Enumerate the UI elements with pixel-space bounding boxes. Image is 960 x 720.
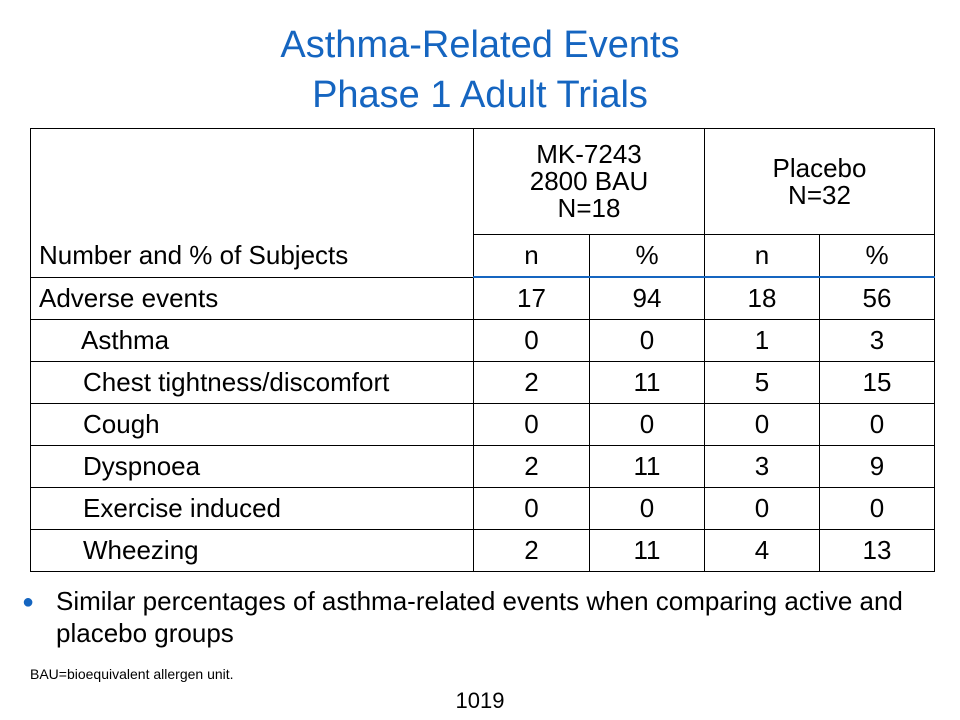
row-header-label: Number and % of Subjects: [39, 239, 349, 270]
cell-value: 0: [473, 319, 590, 362]
cell-value: 0: [704, 403, 820, 446]
cell-value: 0: [589, 319, 705, 362]
group-active-line1: MK-7243: [536, 139, 642, 169]
cell-value: 4: [704, 529, 820, 572]
subheader-cell: %: [589, 234, 705, 278]
table-row: Chest tightness/discomfort 2 11 5 15: [30, 361, 935, 404]
cell-value: 15: [819, 361, 935, 404]
table-row: Exercise induced 0 0 0 0: [30, 487, 935, 530]
subheader-cell: %: [819, 234, 935, 278]
cell-value: 17: [473, 276, 590, 320]
group-active-line3: N=18: [557, 193, 621, 223]
table-row: Wheezing 2 11 4 13: [30, 529, 935, 572]
table-row: Dyspnoea 2 11 3 9: [30, 445, 935, 488]
cell-value: 13: [819, 529, 935, 572]
cell-value: 94: [589, 276, 705, 320]
group-header-row: Number and % of Subjects MK-7243 2800 BA…: [30, 128, 935, 278]
cell-value: 5: [704, 361, 820, 404]
row-label: Exercise induced: [30, 487, 474, 530]
table-row: Asthma 0 0 1 3: [30, 319, 935, 362]
slide-title-line2: Phase 1 Adult Trials: [312, 74, 648, 116]
subheader-cell: n: [473, 234, 590, 278]
cell-value: 3: [704, 445, 820, 488]
subheader-cell: n: [704, 234, 820, 278]
asthma-events-table: Number and % of Subjects MK-7243 2800 BA…: [30, 128, 935, 572]
cell-value: 11: [589, 445, 705, 488]
row-label: Asthma: [30, 319, 474, 362]
row-header-cell: Number and % of Subjects: [30, 128, 474, 278]
cell-value: 0: [473, 487, 590, 530]
group-header-placebo: Placebo N=32: [704, 128, 935, 235]
cell-value: 2: [473, 445, 590, 488]
footnote: BAU=bioequivalent allergen unit.: [30, 666, 234, 682]
cell-value: 3: [819, 319, 935, 362]
cell-value: 0: [473, 403, 590, 446]
group-header-active: MK-7243 2800 BAU N=18: [473, 128, 705, 235]
slide-title-line1: Asthma-Related Events: [280, 24, 680, 66]
bullet-dot-icon: ●: [22, 591, 35, 613]
row-label: Adverse events: [30, 276, 474, 320]
cell-value: 2: [473, 361, 590, 404]
row-label: Cough: [30, 403, 474, 446]
cell-value: 11: [589, 361, 705, 404]
group-placebo-line1: Placebo: [772, 152, 867, 183]
table-row: Cough 0 0 0 0: [30, 403, 935, 446]
row-label: Dyspnoea: [30, 445, 474, 488]
row-label: Wheezing: [30, 529, 474, 572]
cell-value: 1: [704, 319, 820, 362]
subheader-row: n % n %: [31, 234, 935, 278]
cell-value: 0: [819, 403, 935, 446]
table-row: Adverse events 17 94 18 56: [30, 276, 935, 320]
page-number: 1019: [455, 688, 505, 713]
cell-value: 0: [819, 487, 935, 530]
cell-value: 11: [589, 529, 705, 572]
row-label: Chest tightness/discomfort: [30, 361, 474, 404]
group-placebo-line2: N=32: [788, 179, 851, 210]
cell-value: 56: [819, 276, 935, 320]
cell-value: 18: [704, 276, 820, 320]
cell-value: 2: [473, 529, 590, 572]
group-active-line2: 2800 BAU: [529, 166, 649, 196]
cell-value: 9: [819, 445, 935, 488]
bullet-text: Similar percentages of asthma-related ev…: [56, 586, 903, 648]
cell-value: 0: [589, 403, 705, 446]
cell-value: 0: [704, 487, 820, 530]
cell-value: 0: [589, 487, 705, 530]
